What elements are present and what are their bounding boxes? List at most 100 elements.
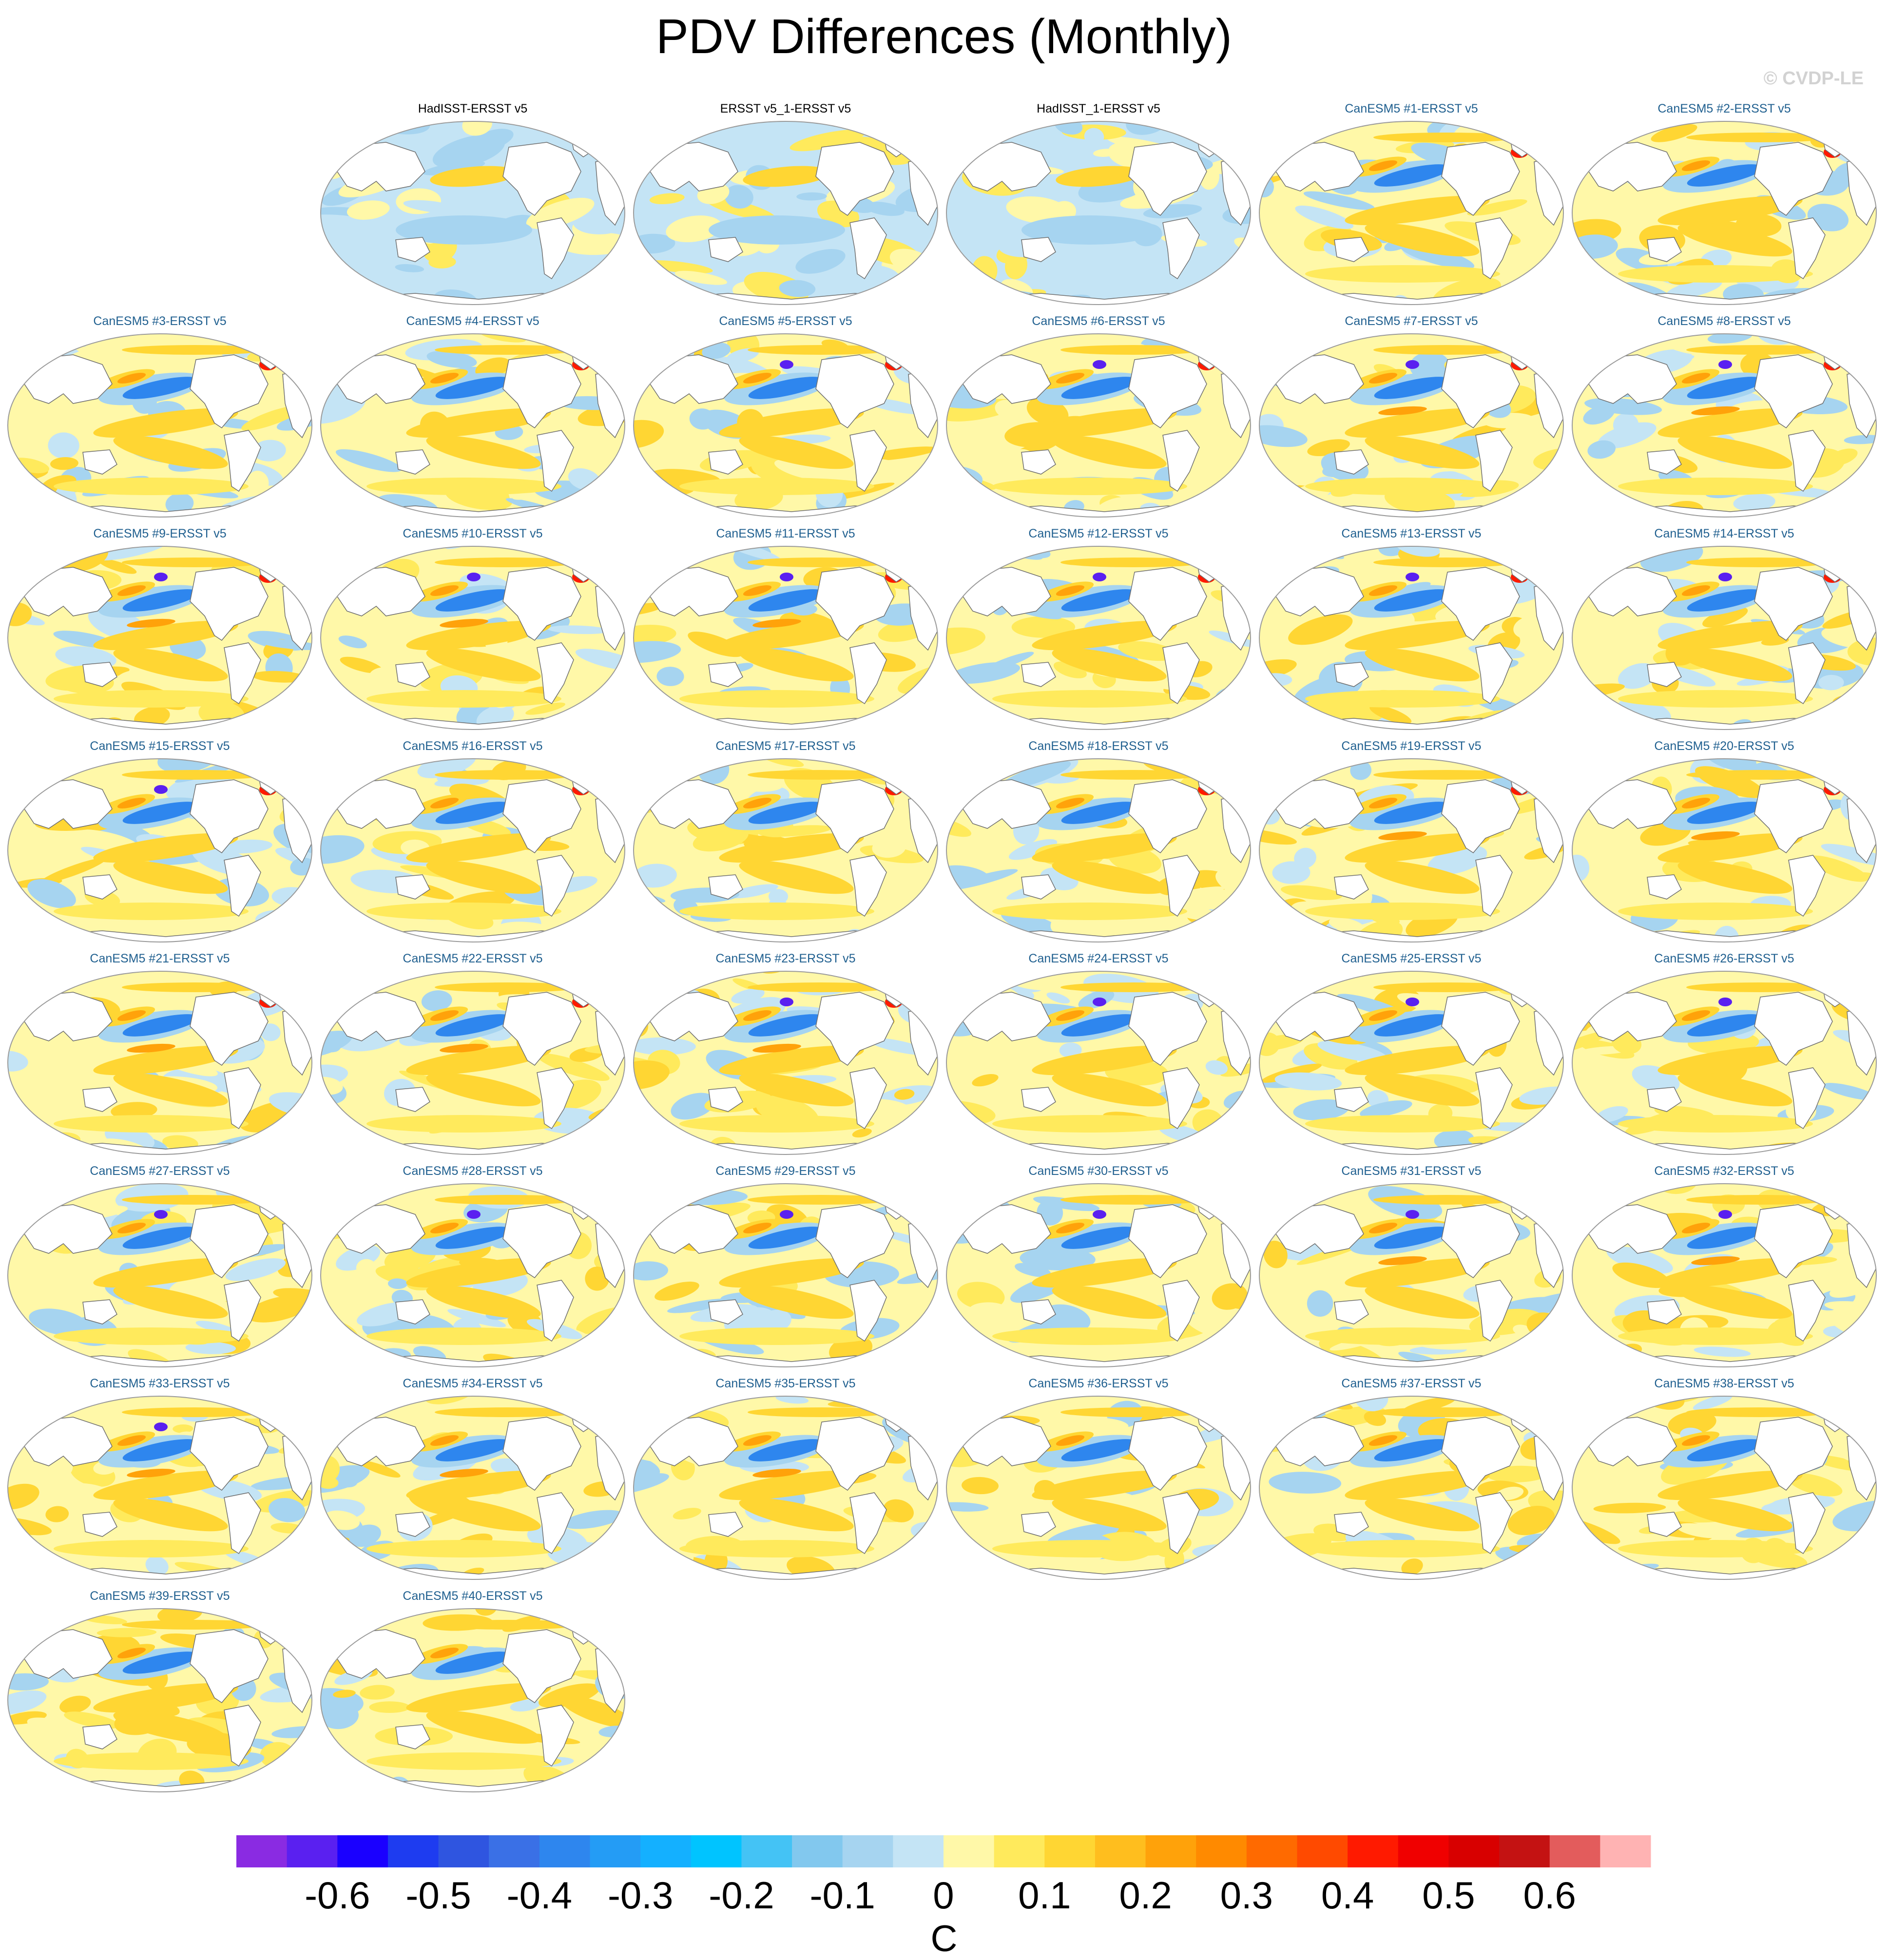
- landmass-shape: [1588, 567, 1677, 616]
- anomaly-blob: [1702, 607, 1748, 628]
- map-border: [946, 1396, 1251, 1580]
- map-panel-title: CanESM5 #9-ERSST v5: [93, 527, 227, 540]
- robinson-map: [1572, 1183, 1877, 1367]
- anomaly-blob: [226, 720, 286, 730]
- anomaly-blob: [861, 1143, 922, 1154]
- anomaly-blob: [732, 672, 797, 685]
- anomaly-blob: [549, 512, 600, 517]
- anomaly-blob: [894, 1089, 915, 1100]
- landmass-shape: [849, 642, 887, 705]
- kuroshio-core: [430, 373, 459, 384]
- kuroshio-core: [1681, 585, 1711, 596]
- bering-cold-spot: [1718, 1210, 1732, 1219]
- anomaly-blob: [1263, 1240, 1288, 1268]
- anomaly-blob: [1317, 1040, 1388, 1062]
- south-pacific-warm: [1365, 860, 1480, 894]
- anomaly-blob: [1307, 1290, 1333, 1317]
- anomaly-blob: [947, 662, 1021, 684]
- robinson-map: [1572, 1396, 1877, 1580]
- bering-cold-spot: [1406, 1210, 1419, 1219]
- tropical-warm-band: [719, 1045, 864, 1076]
- anomaly-blob: [29, 1308, 89, 1336]
- kuroshio-core: [1681, 1010, 1711, 1021]
- robinson-map: [1259, 971, 1564, 1155]
- kuroshio-core: [1681, 160, 1711, 171]
- map-border: [633, 1183, 938, 1367]
- anomaly-blob: [1572, 1031, 1611, 1056]
- map-border: [1572, 546, 1877, 730]
- landmass-shape: [395, 662, 430, 687]
- landmass-shape: [1021, 1512, 1056, 1537]
- anomaly-blob: [592, 546, 625, 559]
- north-pacific-cold-core: [435, 1652, 512, 1674]
- map-border: [320, 758, 625, 942]
- map-panel-title: CanESM5 #38-ERSST v5: [1654, 1377, 1794, 1390]
- landmass-shape: [1788, 430, 1826, 492]
- robinson-map: [320, 971, 625, 1155]
- landmass-shape: [1128, 354, 1207, 428]
- landmass-shape: [1128, 779, 1207, 853]
- arctic-band: [122, 557, 268, 567]
- map-panel: CanESM5 #22-ERSST v5: [318, 951, 628, 1158]
- colorbar-swatch: [944, 1835, 995, 1867]
- landmass-shape: [395, 1299, 430, 1325]
- map-panel: CanESM5 #4-ERSST v5: [318, 314, 628, 520]
- anomaly-blob: [165, 493, 194, 515]
- anomaly-blob: [946, 1547, 962, 1564]
- landmass-shape: [1021, 449, 1056, 475]
- bering-cold-spot: [1093, 573, 1106, 581]
- anomaly-blob: [718, 546, 781, 561]
- anomaly-blob: [432, 135, 505, 169]
- arctic-band: [1373, 1195, 1520, 1205]
- landmass-shape: [502, 567, 581, 641]
- map-panel-title: CanESM5 #15-ERSST v5: [90, 739, 230, 753]
- map-panel: CanESM5 #11-ERSST v5: [631, 526, 941, 733]
- anomaly-blob: [283, 971, 312, 985]
- anomaly-blob: [321, 293, 370, 305]
- north-pacific-cold-core: [435, 377, 512, 399]
- landmass-shape: [337, 779, 425, 829]
- anomaly-blob: [235, 930, 294, 942]
- landmass-shape: [537, 217, 574, 280]
- robinson-map: [320, 1608, 625, 1792]
- landmass-shape: [537, 855, 574, 917]
- map-panel: CanESM5 #8-ERSST v5: [1569, 314, 1879, 520]
- anomaly-blob: [779, 280, 816, 297]
- south-pacific-warm: [1052, 1073, 1167, 1107]
- anomaly-blob: [475, 1609, 498, 1616]
- map-panel-title: CanESM5 #3-ERSST v5: [93, 314, 227, 328]
- map-border: [7, 1396, 312, 1580]
- anomaly-blob: [258, 639, 312, 650]
- landmass-shape: [963, 567, 1051, 616]
- anomaly-blob: [948, 1337, 979, 1351]
- anomaly-blob: [1845, 872, 1875, 881]
- anomaly-blob: [1213, 546, 1251, 566]
- colorbar-swatch: [1549, 1835, 1600, 1867]
- landmass-shape: [849, 430, 887, 492]
- arctic-band: [1060, 1407, 1207, 1417]
- arctic-band: [1686, 1195, 1832, 1205]
- north-pacific-cold-core: [1687, 1014, 1764, 1037]
- anomaly-blob: [946, 1396, 1004, 1422]
- anomaly-blob: [1006, 196, 1069, 224]
- anomaly-blob: [894, 719, 938, 730]
- robinson-map: [320, 1183, 625, 1367]
- anomaly-blob: [1259, 1568, 1299, 1579]
- landmass-shape: [1275, 779, 1364, 829]
- map-panel: HadISST_1-ERSST v5: [944, 101, 1253, 308]
- arctic-band: [1060, 557, 1207, 567]
- robinson-map: [1572, 758, 1877, 942]
- southern-ocean-band: [54, 1540, 249, 1557]
- tropical-warm-band: [1345, 1258, 1490, 1288]
- colorbar-swatch: [1044, 1835, 1096, 1867]
- anomaly-blob: [634, 468, 652, 486]
- colorbar-swatch: [1095, 1835, 1146, 1867]
- anomaly-blob: [359, 1460, 401, 1478]
- map-border: [1572, 121, 1877, 305]
- landmass-shape: [1334, 237, 1369, 262]
- map-panel: CanESM5 #5-ERSST v5: [631, 314, 941, 520]
- anomaly-blob: [1514, 121, 1563, 136]
- anomaly-blob: [1004, 252, 1027, 280]
- landmass-shape: [537, 1492, 574, 1555]
- colorbar-swatch: [792, 1835, 843, 1867]
